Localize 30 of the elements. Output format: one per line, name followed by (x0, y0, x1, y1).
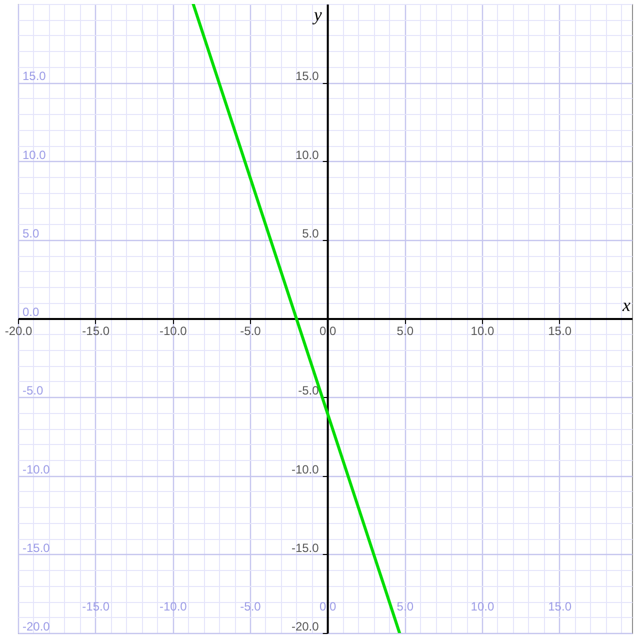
y-tick-label: -20.0 (291, 620, 320, 634)
x-tick-label: -15.0 (82, 324, 110, 338)
y2-tick-label: 5.0 (22, 226, 40, 240)
y2-tick-label: 0.0 (22, 305, 40, 319)
y2-tick-label: 15.0 (22, 69, 46, 84)
x-tick-label: -20.0 (4, 324, 32, 338)
x2-tick-label: -10.0 (159, 600, 188, 614)
y-tick-label: -10.0 (291, 462, 320, 476)
x-tick-label: -10.0 (159, 324, 188, 338)
y2-tick-label: -20.0 (22, 620, 50, 634)
y2-tick-label: -5.0 (22, 384, 44, 398)
y-tick-label: 15.0 (295, 69, 320, 84)
y-tick-label: -5.0 (298, 384, 320, 398)
x-axis-title: x (622, 295, 630, 315)
y2-tick-label: -10.0 (22, 462, 50, 476)
x2-tick-label: -5.0 (240, 600, 262, 614)
x-tick-label: -5.0 (240, 324, 262, 338)
x-tick-label: 5.0 (396, 324, 414, 338)
x-tick-label: 10.0 (470, 324, 494, 338)
x2-tick-label: 5.0 (396, 600, 414, 614)
y-tick-label: 10.0 (295, 148, 320, 162)
x2-tick-label: 10.0 (470, 600, 494, 614)
x2-tick-label: 15.0 (548, 600, 572, 614)
y2-tick-label: 10.0 (22, 148, 46, 162)
y-tick-label: -15.0 (291, 540, 320, 555)
y-axis-title: y (312, 4, 322, 24)
y-tick-label: 5.0 (302, 226, 320, 240)
y2-tick-label: -15.0 (22, 540, 50, 555)
x-tick-label: 15.0 (548, 324, 572, 338)
x2-tick-label: -15.0 (82, 600, 110, 614)
